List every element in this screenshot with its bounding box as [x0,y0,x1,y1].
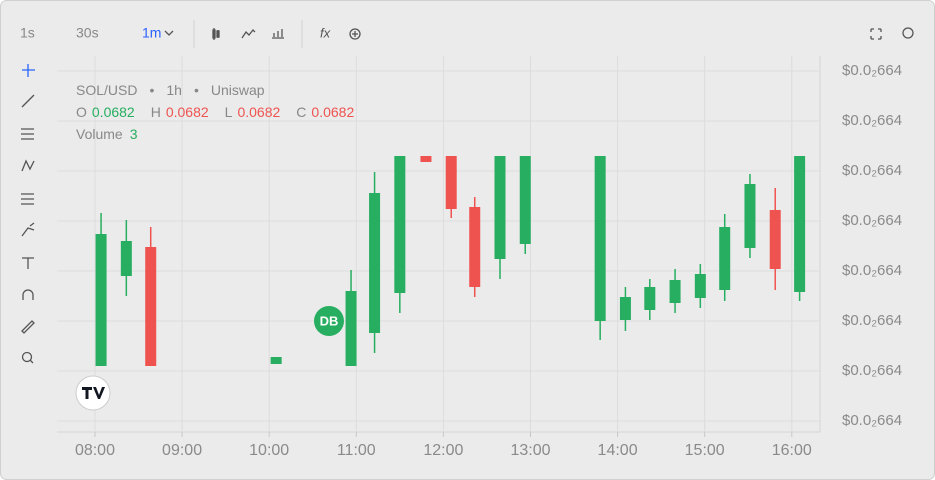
candle-body [345,291,357,366]
ruler-tool[interactable] [21,320,35,334]
ohlc-label: L [225,104,233,120]
y-tick-label: $0.0₂664 [842,62,902,79]
y-tick-label: $0.0₂664 [842,162,902,179]
logo-circle [75,375,111,411]
candle-body [369,193,381,333]
badge[interactable]: DB [314,306,344,336]
line-icon[interactable] [241,29,256,39]
x-tick-label: 09:00 [162,442,202,459]
zoom-tool-handle [29,359,34,364]
forecast-tool[interactable] [21,193,34,205]
settings-icon[interactable] [902,27,914,39]
trendline-tool[interactable] [21,94,35,108]
candle-body [445,156,457,209]
fullscreen-icon[interactable] [870,28,882,40]
badge-text: DB [320,313,339,328]
top-toolbar: 1s 30s 1m fx [20,20,914,48]
plot-area: $0.0₂664 $0.0₂664 $0.0₂664 $0.0₂664 $0.0₂664… [57,56,902,459]
badge-circle [314,306,344,336]
x-tick-label: 11:00 [337,442,376,459]
candle-body [469,207,481,287]
text-tool[interactable] [22,257,34,269]
candle-body [669,280,681,303]
x-tick-label: 12:00 [423,442,463,459]
dropdown-arrow[interactable] [164,30,174,36]
y-tick-label: $0.0₂664 [842,212,902,229]
logo-mark [82,387,105,399]
brush-tool[interactable] [21,222,35,237]
x-tick-label: 13:00 [510,442,550,459]
candle-body [769,210,781,269]
zoom-tool[interactable] [21,351,33,363]
crosshair-tool[interactable] [22,64,35,77]
candle-body [794,156,806,292]
candle-body [394,156,406,293]
add-icon[interactable] [349,28,361,40]
logo[interactable] [75,375,111,411]
candle-body [594,156,606,321]
ohlc-value: 0.0682 [92,104,135,120]
x-tick-label: 15:00 [685,442,725,459]
candle-body [120,241,132,276]
candle-body [494,156,506,259]
bars-icon[interactable] [272,29,284,39]
x-tick-label: 14:00 [598,442,638,459]
volume-value: 3 [130,126,138,142]
interval-button[interactable]: 1s [20,25,35,41]
ohlc-row: O 0.0682 H 0.0682 L 0.0682 C 0.0682 [76,104,354,120]
candle-body [744,184,756,248]
exchange: Uniswap [211,82,265,98]
x-tick-label: 10:00 [249,442,289,459]
ohlc-value: 0.0682 [237,104,280,120]
y-tick-label: $0.0₂664 [842,262,902,279]
x-tick-label: 16:00 [772,442,812,459]
candle-body [145,247,157,366]
candle-body [694,274,706,298]
add-icon-plus [352,31,358,37]
candle-body [95,234,107,366]
ohlc-label: C [296,104,306,120]
candle-body [519,156,531,244]
y-tick-label: $0.0₂664 [842,312,902,329]
candles-icon[interactable] [212,28,220,40]
y-tick-label: $0.0₂664 [842,412,902,429]
pattern-tool[interactable] [21,159,35,172]
left-toolbar [21,64,35,364]
candle-body [719,227,731,290]
symbol: SOL/USD [76,82,137,98]
indicators-icon[interactable]: fx [320,25,331,40]
dot: • [149,82,154,98]
y-tick-label: $0.0₂664 [842,112,902,129]
legend: SOL/USD • 1h • Uniswap O 0.0682 H 0.0682 L 0.0682… [76,82,354,142]
candle-body [270,357,282,364]
volume-label: Volume [76,126,123,142]
candle-body [644,287,656,310]
ohlc-value: 0.0682 [166,104,209,120]
candle-body [619,297,631,320]
volume-row: Volume 3 [76,126,138,142]
interval-button[interactable]: 1m [142,25,161,41]
ohlc-label: H [151,104,161,120]
dot: • [194,82,199,98]
x-tick-label: 08:00 [75,442,115,459]
fib-tool[interactable] [21,128,34,140]
magnet-tool[interactable] [22,289,34,300]
y-tick-label: $0.0₂664 [842,362,902,379]
ohlc-label: O [76,104,87,120]
interval-button[interactable]: 30s [76,25,99,41]
candle-body [420,156,432,162]
legend-title: SOL/USD • 1h • Uniswap [76,82,265,98]
interval: 1h [166,82,182,98]
ohlc-value: 0.0682 [311,104,354,120]
